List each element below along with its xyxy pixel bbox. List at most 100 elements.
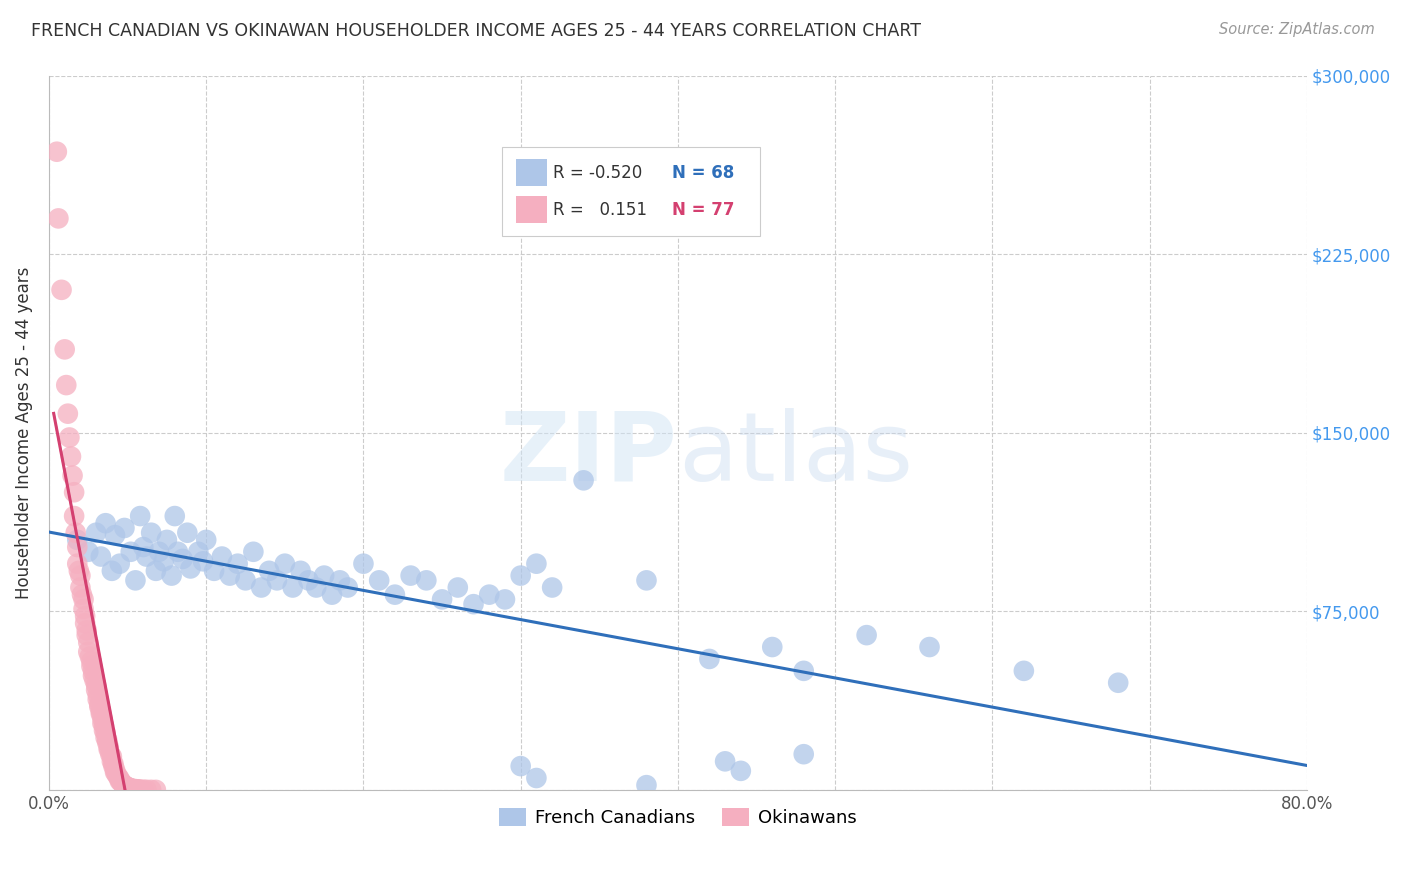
Point xyxy=(82,668,104,682)
Point xyxy=(105,767,128,781)
Text: ZIP: ZIP xyxy=(501,408,678,500)
Point xyxy=(51,283,73,297)
Point xyxy=(103,759,125,773)
Point xyxy=(135,782,157,797)
Point xyxy=(91,716,114,731)
Point xyxy=(97,740,120,755)
Point xyxy=(117,780,139,794)
Point xyxy=(145,564,167,578)
Point xyxy=(89,699,111,714)
Point xyxy=(90,706,112,721)
Point xyxy=(86,692,108,706)
Point xyxy=(167,545,190,559)
Point xyxy=(66,557,89,571)
Text: N = 77: N = 77 xyxy=(672,201,734,219)
Point xyxy=(45,145,67,159)
Point xyxy=(59,450,82,464)
Point xyxy=(125,782,148,797)
Point xyxy=(636,778,658,792)
Point xyxy=(94,725,117,739)
Point xyxy=(72,602,94,616)
Point xyxy=(101,564,124,578)
Point xyxy=(101,749,124,764)
Point xyxy=(67,564,90,578)
Point xyxy=(1012,664,1035,678)
Point xyxy=(96,735,118,749)
Point xyxy=(761,640,783,654)
Point xyxy=(70,588,93,602)
Point xyxy=(114,521,136,535)
Text: N = 68: N = 68 xyxy=(672,163,734,182)
Point xyxy=(84,678,107,692)
Point xyxy=(478,588,501,602)
Point xyxy=(242,545,264,559)
Point xyxy=(152,554,174,568)
Point xyxy=(79,649,101,664)
Point xyxy=(463,597,485,611)
Point xyxy=(855,628,877,642)
Point xyxy=(108,773,131,788)
Point xyxy=(918,640,941,654)
Point xyxy=(572,474,595,488)
Point xyxy=(124,782,146,797)
Point xyxy=(63,485,86,500)
Bar xyxy=(516,196,547,223)
Point xyxy=(72,592,94,607)
Point xyxy=(120,781,142,796)
Point xyxy=(353,557,375,571)
Point xyxy=(494,592,516,607)
Point xyxy=(80,659,103,673)
Point xyxy=(368,574,391,588)
Point xyxy=(90,549,112,564)
Text: atlas: atlas xyxy=(678,408,912,500)
Point xyxy=(336,581,359,595)
Point xyxy=(793,747,815,762)
Point xyxy=(211,549,233,564)
Point xyxy=(76,628,98,642)
Point xyxy=(148,545,170,559)
Point xyxy=(1107,675,1129,690)
Point xyxy=(56,407,79,421)
Point xyxy=(132,540,155,554)
Point xyxy=(83,673,105,688)
Point xyxy=(160,568,183,582)
Legend: French Canadians, Okinawans: French Canadians, Okinawans xyxy=(492,801,865,835)
Point xyxy=(89,697,111,711)
Point xyxy=(77,645,100,659)
Point xyxy=(48,211,70,226)
Point xyxy=(77,545,100,559)
Point xyxy=(179,561,201,575)
Point xyxy=(75,616,97,631)
Point xyxy=(145,783,167,797)
Point xyxy=(128,782,150,797)
Point xyxy=(97,742,120,756)
Bar xyxy=(516,159,547,186)
Point xyxy=(77,635,100,649)
Point xyxy=(526,557,548,571)
Point xyxy=(141,525,163,540)
Point xyxy=(141,782,163,797)
Text: Source: ZipAtlas.com: Source: ZipAtlas.com xyxy=(1219,22,1375,37)
Point xyxy=(69,568,91,582)
Point xyxy=(218,568,240,582)
Point xyxy=(305,581,328,595)
Point xyxy=(63,509,86,524)
Point xyxy=(120,545,142,559)
Point xyxy=(321,588,343,602)
Point xyxy=(121,781,143,796)
Point xyxy=(384,588,406,602)
Point xyxy=(129,509,152,524)
Point xyxy=(94,731,117,745)
Point xyxy=(94,516,117,531)
Point xyxy=(509,568,531,582)
Point xyxy=(399,568,422,582)
Text: R = -0.520: R = -0.520 xyxy=(554,163,643,182)
Text: R =   0.151: R = 0.151 xyxy=(554,201,647,219)
Point xyxy=(636,574,658,588)
Point xyxy=(430,592,453,607)
Point xyxy=(104,765,127,780)
Point xyxy=(55,378,77,392)
Point xyxy=(172,552,194,566)
Point xyxy=(447,581,470,595)
Point xyxy=(93,718,115,732)
